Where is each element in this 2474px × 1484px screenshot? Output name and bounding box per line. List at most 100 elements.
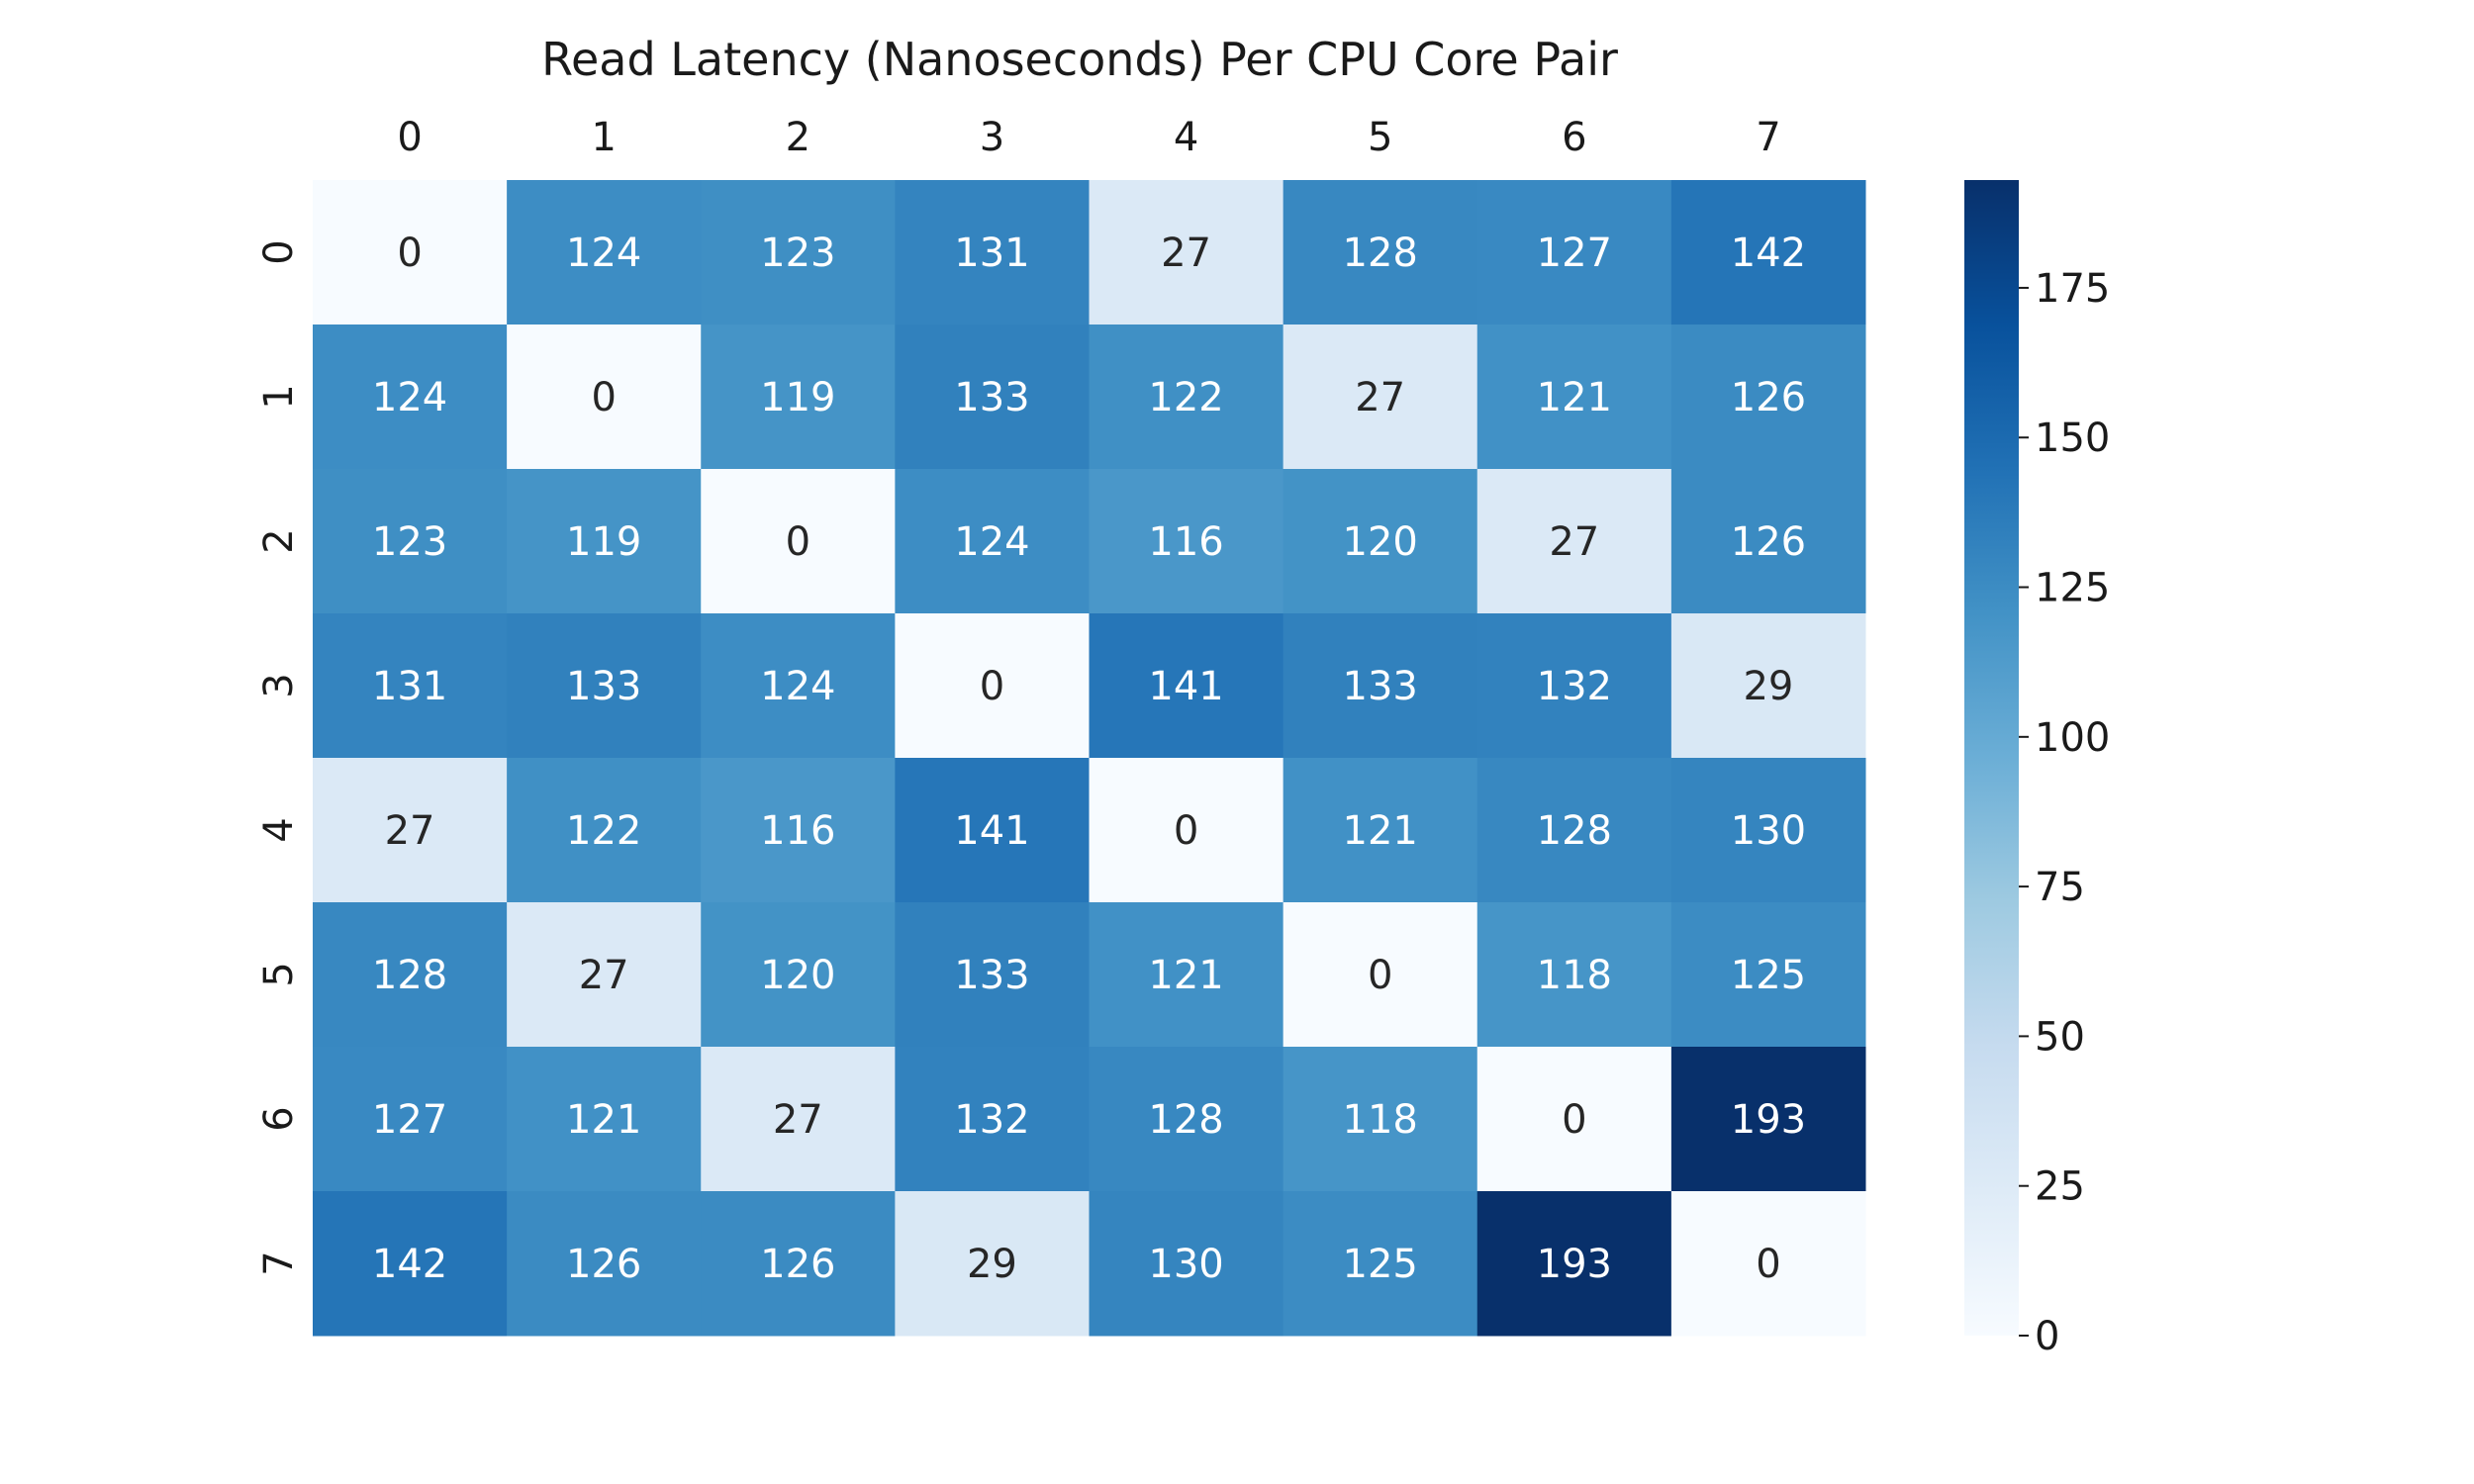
colorbar-tick-label: 50 <box>2035 1014 2085 1060</box>
cell-value-label: 193 <box>1731 1097 1806 1143</box>
cell-value-label: 142 <box>372 1242 447 1287</box>
heatmap-cell <box>313 469 508 614</box>
cell-value-label: 126 <box>760 1242 835 1287</box>
heatmap-cell <box>1089 758 1285 903</box>
cell-value-label: 130 <box>1148 1242 1223 1287</box>
heatmap-cell <box>1283 613 1478 759</box>
y-tick-label: 6 <box>256 1106 302 1131</box>
y-axis-tick-labels: 0 1 2 3 4 5 6 7 <box>256 239 302 1275</box>
cell-value-label: 123 <box>372 519 447 565</box>
heatmap-cell <box>507 902 702 1048</box>
heatmap-cell <box>1476 758 1672 903</box>
cell-value-label: 124 <box>566 231 641 276</box>
cell-value-label: 27 <box>1161 231 1211 276</box>
colorbar: 0 25 50 75 100 125 150 175 <box>1964 180 2110 1359</box>
heatmap-cell <box>313 180 508 325</box>
heatmap-cell <box>1283 902 1478 1048</box>
cell-value-label: 0 <box>397 231 422 276</box>
x-tick-label: 5 <box>1368 115 1392 160</box>
cell-value-label: 126 <box>1731 375 1806 420</box>
heatmap-cell <box>895 902 1090 1048</box>
cell-value-label: 131 <box>954 231 1029 276</box>
colorbar-tick-label: 175 <box>2035 266 2110 312</box>
cell-value-label: 128 <box>1537 808 1612 854</box>
heatmap-cell <box>895 1191 1090 1337</box>
heatmap-cell <box>507 1047 702 1192</box>
heatmap-cell <box>701 758 896 903</box>
cell-value-label: 122 <box>566 808 641 854</box>
cell-value-label: 120 <box>760 953 835 998</box>
heatmap-cell <box>1476 613 1672 759</box>
cell-value-label: 125 <box>1731 953 1806 998</box>
heatmap-cell <box>313 613 508 759</box>
y-tick-label: 4 <box>256 817 302 842</box>
colorbar-tick-label: 0 <box>2035 1314 2059 1359</box>
x-tick-label: 2 <box>786 115 810 160</box>
heatmap-cell <box>1476 469 1672 614</box>
heatmap-cell <box>701 1191 896 1337</box>
heatmap-cell <box>1283 1191 1478 1337</box>
cell-value-label: 127 <box>1537 231 1612 276</box>
cell-value-label: 124 <box>372 375 447 420</box>
heatmap-cell <box>701 325 896 470</box>
y-tick-label: 7 <box>256 1251 302 1275</box>
cell-value-label: 128 <box>372 953 447 998</box>
cell-value-label: 133 <box>954 953 1029 998</box>
y-tick-label: 1 <box>256 384 302 409</box>
cell-value-label: 142 <box>1731 231 1806 276</box>
cell-value-label: 116 <box>1148 519 1223 565</box>
cell-value-label: 121 <box>1148 953 1223 998</box>
colorbar-tick-label: 150 <box>2035 416 2110 461</box>
colorbar-tick-label: 75 <box>2035 865 2085 910</box>
cell-value-label: 130 <box>1731 808 1806 854</box>
heatmap-cell <box>1283 1047 1478 1192</box>
cell-value-label: 127 <box>372 1097 447 1143</box>
cell-value-label: 27 <box>385 808 435 854</box>
cell-value-label: 120 <box>1343 519 1418 565</box>
cell-value-label: 125 <box>1343 1242 1418 1287</box>
heatmap-cell <box>1283 325 1478 470</box>
heatmap-cell <box>1670 469 1866 614</box>
cell-value-label: 126 <box>1731 519 1806 565</box>
heatmap-cell <box>1089 902 1285 1048</box>
heatmap-cell <box>895 613 1090 759</box>
heatmap-cell <box>1283 758 1478 903</box>
cell-value-label: 29 <box>967 1242 1017 1287</box>
heatmap-cell <box>507 758 702 903</box>
heatmap-cell <box>1476 1191 1672 1337</box>
cell-value-label: 133 <box>1343 664 1418 709</box>
cell-value-label: 124 <box>760 664 835 709</box>
heatmap-cell <box>701 180 896 325</box>
heatmap-cell <box>1670 758 1866 903</box>
y-tick-label: 2 <box>256 528 302 553</box>
heatmap-cell <box>313 758 508 903</box>
heatmap-cell <box>1670 613 1866 759</box>
cell-value-label: 0 <box>1562 1097 1586 1143</box>
cell-value-label: 132 <box>954 1097 1029 1143</box>
heatmap-cell <box>1283 469 1478 614</box>
cell-value-label: 119 <box>760 375 835 420</box>
cell-value-label: 27 <box>1549 519 1599 565</box>
cell-value-label: 0 <box>786 519 810 565</box>
x-tick-label: 6 <box>1562 115 1586 160</box>
colorbar-tick-label: 125 <box>2035 566 2110 611</box>
heatmap-cell <box>1476 180 1672 325</box>
heatmap-cell <box>895 180 1090 325</box>
cell-value-label: 0 <box>1368 953 1392 998</box>
heatmap-cell <box>1476 325 1672 470</box>
cell-value-label: 141 <box>1148 664 1223 709</box>
cell-value-label: 27 <box>579 953 629 998</box>
heatmap-cell <box>313 325 508 470</box>
cell-value-label: 122 <box>1148 375 1223 420</box>
heatmap-cell <box>1670 1191 1866 1337</box>
cell-value-label: 27 <box>1355 375 1405 420</box>
heatmap-cell <box>701 902 896 1048</box>
cell-value-label: 193 <box>1537 1242 1612 1287</box>
x-tick-label: 7 <box>1756 115 1780 160</box>
x-axis-tick-labels: 0 1 2 3 4 5 6 7 <box>397 115 1780 160</box>
heatmap-cell <box>1670 1047 1866 1192</box>
heatmap-cell <box>1089 613 1285 759</box>
cell-value-label: 118 <box>1537 953 1612 998</box>
colorbar-tick-label: 100 <box>2035 715 2110 761</box>
cell-value-label: 141 <box>954 808 1029 854</box>
